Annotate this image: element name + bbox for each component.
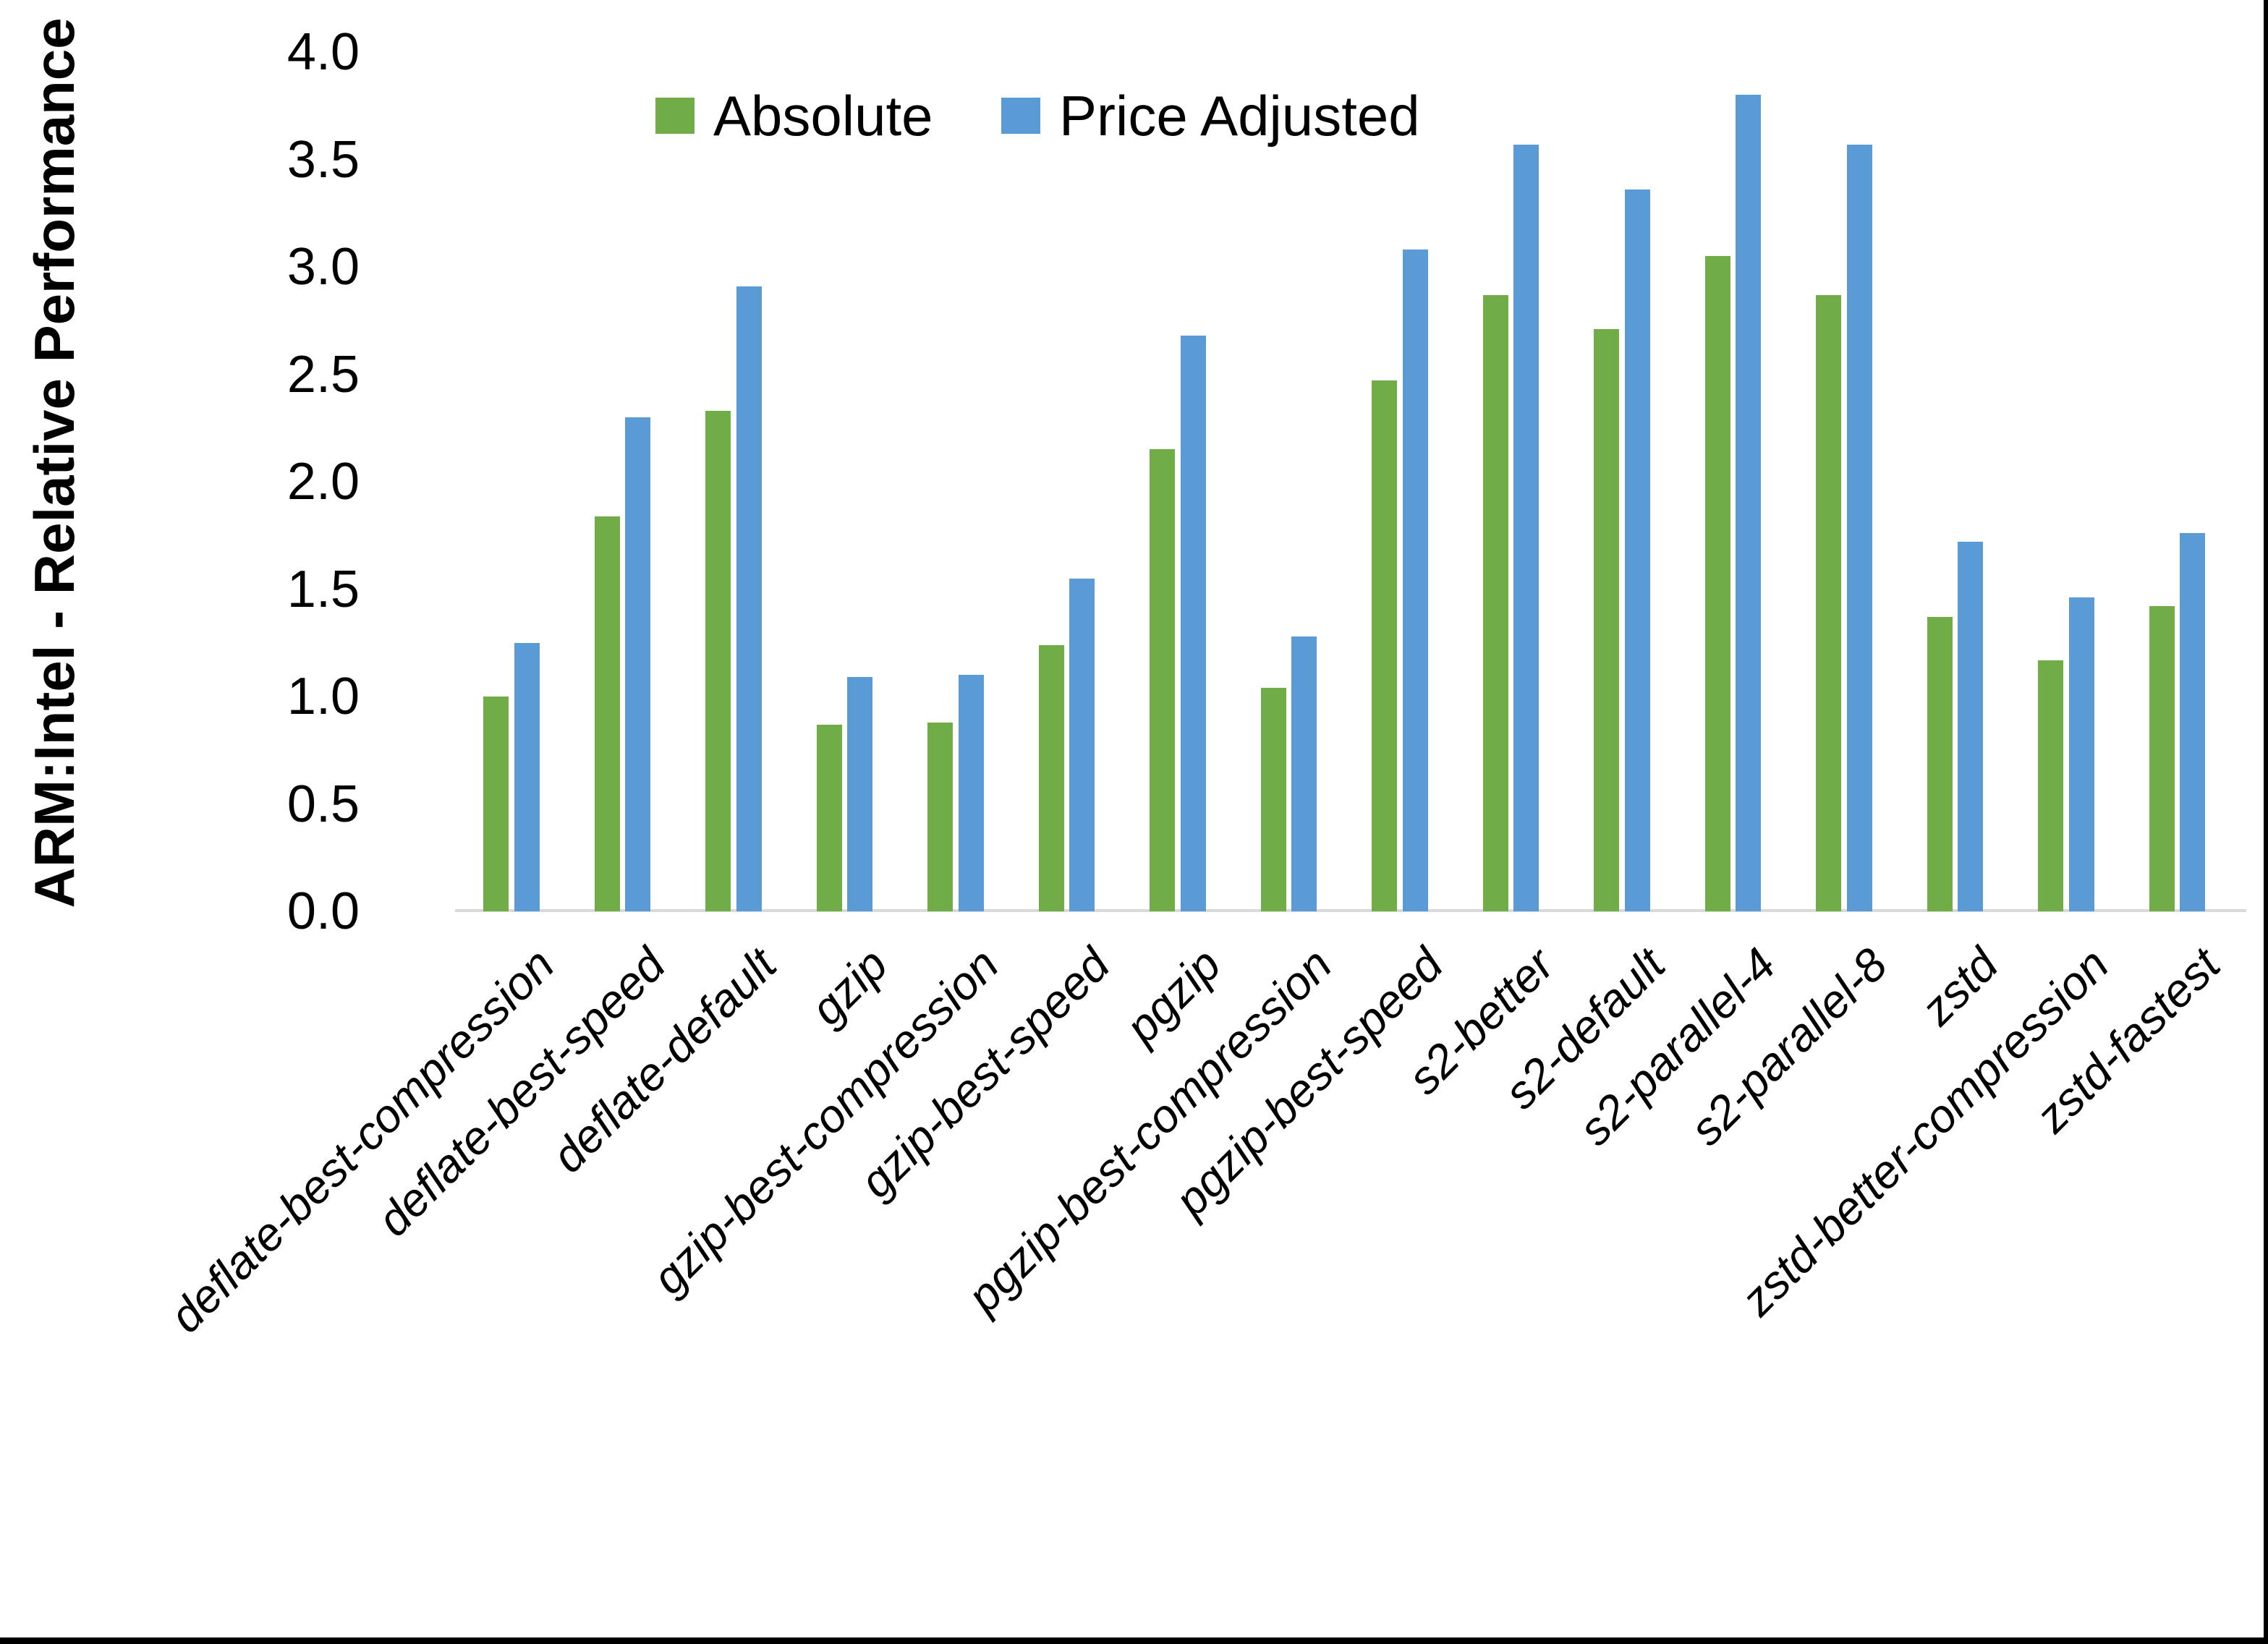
bar-price-adjusted-deflate-best-speed xyxy=(625,417,650,911)
bar-absolute-zstd-fastest xyxy=(2149,606,2175,911)
legend-swatch-absolute xyxy=(655,98,695,134)
y-tick-label-3.5: 3.5 xyxy=(286,130,360,189)
y-tick-label-2.5: 2.5 xyxy=(286,345,360,404)
bar-absolute-deflate-default xyxy=(705,410,731,911)
bar-absolute-s2-default xyxy=(1594,329,1619,911)
legend-item-price-adjusted: Price Adjusted xyxy=(1001,76,1420,156)
bar-price-adjusted-zstd-better-compression xyxy=(2068,597,2094,911)
bar-price-adjusted-zstd-fastest xyxy=(2180,533,2205,911)
legend-label-absolute: Absolute xyxy=(713,84,933,148)
bar-price-adjusted-s2-parallel-8 xyxy=(1846,144,1872,911)
bar-price-adjusted-zstd xyxy=(1958,542,1983,911)
bar-absolute-zstd xyxy=(1927,617,1953,911)
bar-price-adjusted-gzip-best-compression xyxy=(958,675,984,911)
bar-absolute-gzip-best-compression xyxy=(927,722,953,911)
x-category-label-gzip: gzip xyxy=(800,938,898,1036)
bar-absolute-zstd-better-compression xyxy=(2038,660,2063,911)
bar-absolute-pgzip-best-speed xyxy=(1372,380,1397,911)
bar-absolute-pgzip-best-compression xyxy=(1260,688,1286,911)
bar-absolute-s2-parallel-4 xyxy=(1704,256,1730,911)
bar-price-adjusted-deflate-best-compression xyxy=(514,642,540,911)
legend-swatch-price-adjusted xyxy=(1001,98,1040,134)
bar-price-adjusted-pgzip-best-speed xyxy=(1402,250,1428,911)
bar-absolute-deflate-best-speed xyxy=(594,516,620,911)
x-axis-baseline xyxy=(455,909,2246,912)
bar-price-adjusted-deflate-default xyxy=(736,286,762,911)
bar-absolute-pgzip xyxy=(1150,449,1175,911)
y-tick-label-1.0: 1.0 xyxy=(286,668,360,725)
bar-price-adjusted-s2-default xyxy=(1624,189,1650,911)
bar-price-adjusted-pgzip-best-compression xyxy=(1291,636,1317,911)
bar-price-adjusted-s2-parallel-4 xyxy=(1736,95,1761,911)
y-tick-label-3.0: 3.0 xyxy=(286,238,360,296)
bar-absolute-s2-parallel-8 xyxy=(1816,294,1841,911)
bar-absolute-s2-better xyxy=(1482,294,1508,911)
x-category-label-zstd: zstd xyxy=(1911,938,2008,1036)
y-tick-label-2.0: 2.0 xyxy=(286,453,360,511)
y-tick-label-1.5: 1.5 xyxy=(286,560,360,618)
legend-label-price-adjusted: Price Adjusted xyxy=(1059,84,1420,148)
y-tick-label-0.5: 0.5 xyxy=(286,775,360,833)
bar-price-adjusted-pgzip xyxy=(1180,336,1206,911)
bar-absolute-gzip xyxy=(816,724,842,911)
bar-price-adjusted-gzip-best-speed xyxy=(1069,578,1095,911)
frame-border-bottom xyxy=(0,1637,2268,1644)
y-tick-label-0.0: 0.0 xyxy=(286,882,360,940)
frame-border-right xyxy=(2264,0,2268,1644)
bar-absolute-gzip-best-speed xyxy=(1038,644,1064,911)
bar-price-adjusted-gzip xyxy=(847,677,872,911)
bar-absolute-deflate-best-compression xyxy=(483,697,509,911)
bar-price-adjusted-s2-better xyxy=(1513,144,1539,911)
y-tick-label-4.0: 4.0 xyxy=(286,23,360,81)
y-axis-title: ARM:Intel - Relative Performance xyxy=(22,17,86,908)
legend-item-absolute: Absolute xyxy=(655,76,933,156)
